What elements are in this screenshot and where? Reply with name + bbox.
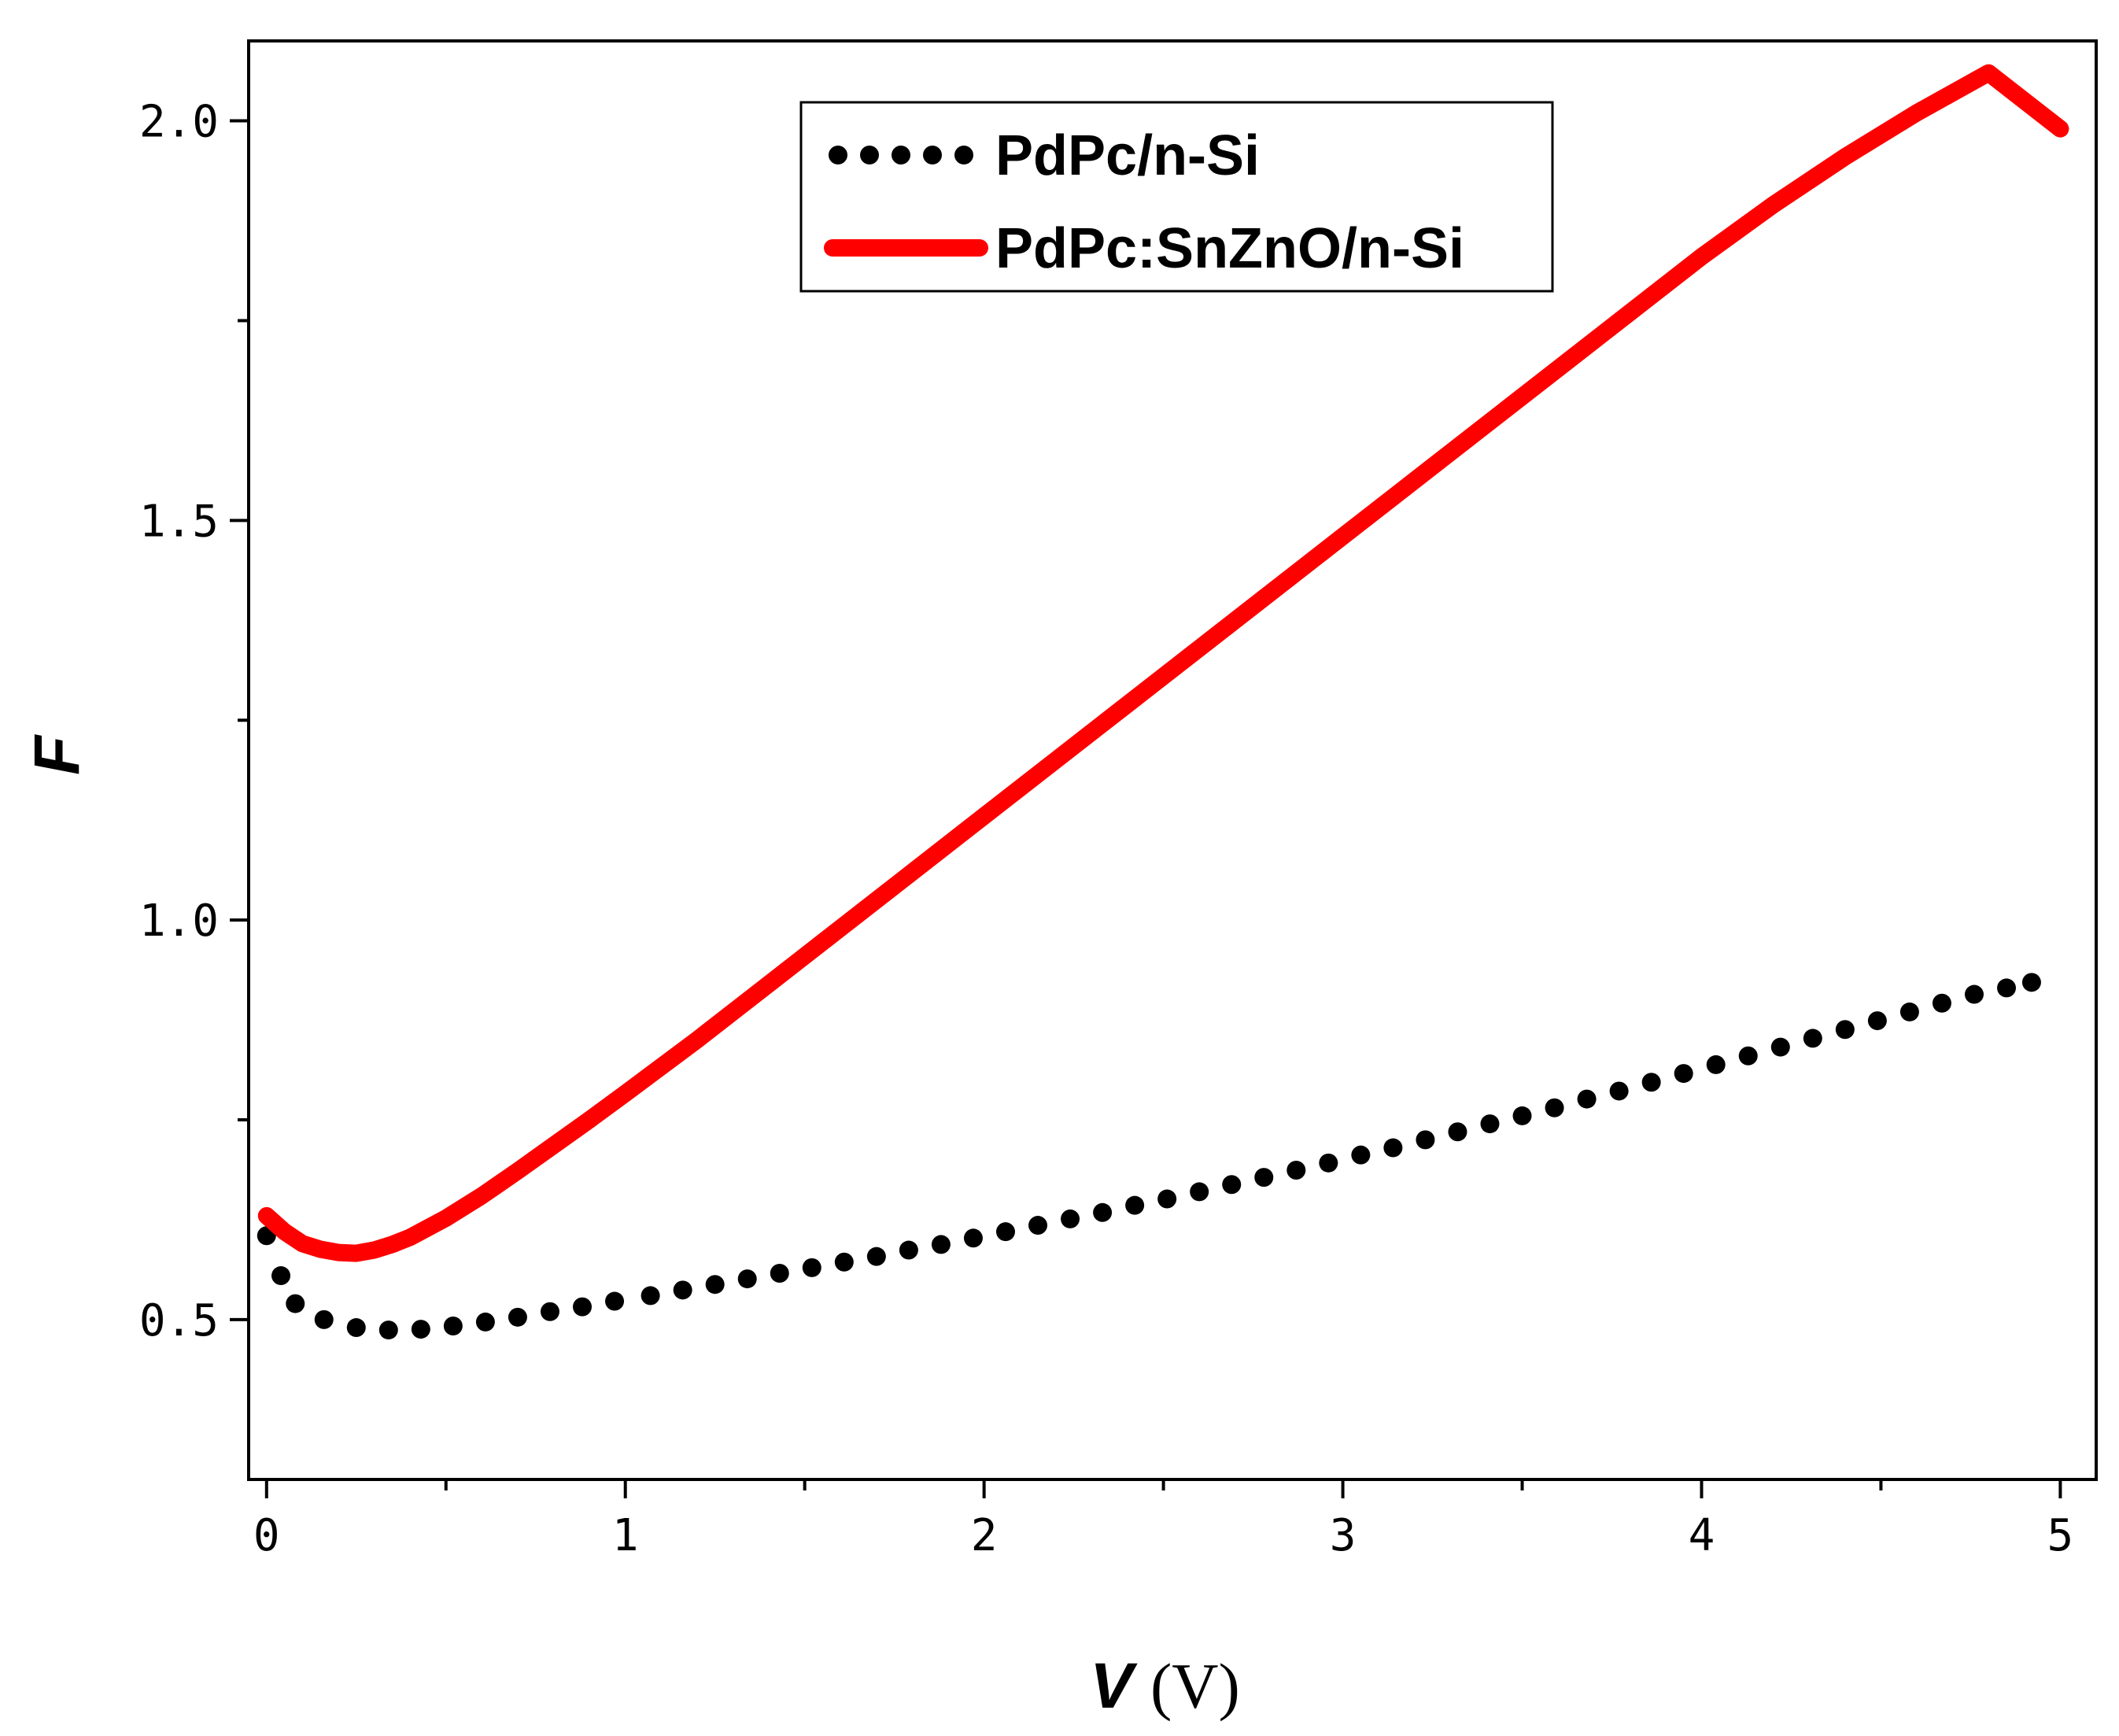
data-point-pdpc: [834, 1252, 854, 1272]
data-point-pdpc: [1480, 1114, 1500, 1134]
data-point-pdpc: [346, 1318, 366, 1338]
data-point-pdpc: [1157, 1189, 1177, 1209]
data-point-pdpc: [1190, 1182, 1209, 1202]
data-point-pdpc: [475, 1312, 495, 1332]
data-point-pdpc: [1319, 1153, 1338, 1173]
data-point-pdpc: [1674, 1064, 1693, 1084]
data-point-pdpc: [1706, 1055, 1726, 1074]
data-point-pdpc: [1609, 1081, 1629, 1101]
data-point-pdpc: [605, 1291, 625, 1311]
legend-dot: [860, 146, 879, 164]
legend-swatch-pdpc: [829, 146, 973, 164]
data-point-pdpc: [1287, 1160, 1306, 1180]
data-point-pdpc: [1125, 1195, 1145, 1215]
data-point-pdpc: [1932, 993, 1951, 1013]
data-point-pdpc: [963, 1228, 983, 1248]
data-point-pdpc: [378, 1320, 398, 1340]
data-point-pdpc: [1641, 1073, 1661, 1092]
data-point-pdpc: [1093, 1202, 1113, 1222]
x-tick-label: 0: [253, 1510, 280, 1561]
data-point-pdpc: [1577, 1089, 1597, 1109]
data-point-pdpc: [411, 1320, 430, 1339]
data-point-pdpc: [1512, 1106, 1532, 1125]
legend: PdPc/n-Si PdPc:SnZnO/n-Si: [799, 101, 1554, 293]
data-point-pdpc: [573, 1297, 593, 1317]
legend-label-pdpc-snzno: PdPc:SnZnO/n-Si: [995, 217, 1464, 280]
x-axis-title: V: [1090, 1650, 1138, 1722]
data-point-pdpc: [1416, 1130, 1435, 1150]
data-point-pdpc: [866, 1247, 886, 1266]
data-point-pdpc: [1899, 1002, 1919, 1021]
data-point-pdpc: [770, 1263, 789, 1283]
data-point-pdpc: [899, 1240, 918, 1260]
data-point-pdpc: [1738, 1046, 1758, 1066]
data-point-pdpc: [1545, 1098, 1564, 1117]
data-point-pdpc: [443, 1317, 463, 1336]
x-tick-label: 1: [612, 1510, 639, 1561]
data-point-pdpc: [286, 1294, 305, 1313]
data-point-pdpc: [1448, 1122, 1467, 1142]
data-point-pdpc: [540, 1302, 559, 1321]
data-point-pdpc: [1997, 978, 2017, 998]
series-layer: [257, 64, 2069, 1340]
series-line-pdpc-snzno: [257, 64, 2069, 1262]
data-point-pdpc: [1964, 984, 1984, 1004]
x-axis-unit: (V): [1150, 1650, 1240, 1722]
data-point-pdpc: [737, 1269, 757, 1289]
data-point-pdpc: [640, 1286, 660, 1306]
x-tick-label: 2: [971, 1510, 998, 1561]
data-point-pdpc: [931, 1235, 951, 1254]
x-tick-label: 5: [2047, 1510, 2074, 1561]
legend-dot: [923, 146, 942, 164]
y-tick-label: 2.0: [139, 97, 219, 148]
data-point-pdpc: [2021, 973, 2041, 992]
data-point-pdpc: [1835, 1020, 1855, 1040]
data-point-pdpc: [1028, 1216, 1048, 1236]
y-tick-label: 1.5: [139, 496, 219, 547]
data-point-pdpc: [1351, 1145, 1371, 1165]
legend-label-pdpc: PdPc/n-Si: [995, 124, 1260, 187]
data-point-pdpc: [271, 1266, 291, 1286]
data-point-pdpc: [1803, 1029, 1822, 1048]
data-point-pdpc: [1061, 1209, 1080, 1228]
plot-frame: [247, 39, 2098, 1481]
data-point-pdpc: [1867, 1011, 1887, 1031]
data-point-pdpc: [1254, 1168, 1274, 1187]
legend-box: [799, 101, 1554, 293]
data-point-pdpc: [802, 1258, 821, 1277]
data-point-pdpc: [673, 1280, 692, 1300]
data-point-pdpc: [314, 1309, 334, 1329]
y-axis-title: F: [21, 734, 93, 775]
data-point-pdpc: [705, 1275, 725, 1295]
data-point-pdpc: [1770, 1037, 1790, 1057]
x-tick-label: 4: [1689, 1510, 1715, 1561]
y-tick-label: 0.5: [139, 1295, 219, 1346]
legend-dot: [829, 146, 847, 164]
legend-dot: [954, 146, 973, 164]
data-point-pdpc: [1383, 1138, 1403, 1158]
legend-dot: [892, 146, 910, 164]
data-point-pdpc: [995, 1222, 1015, 1242]
y-tick-label: 1.0: [139, 896, 219, 947]
ticks-layer: 0 1 2 3 4 5 0.5 1.0 1.5 2.0: [139, 97, 2073, 1561]
data-point-pdpc: [1222, 1175, 1242, 1195]
x-tick-label: 3: [1330, 1510, 1357, 1561]
data-point-pdpc: [508, 1307, 527, 1327]
